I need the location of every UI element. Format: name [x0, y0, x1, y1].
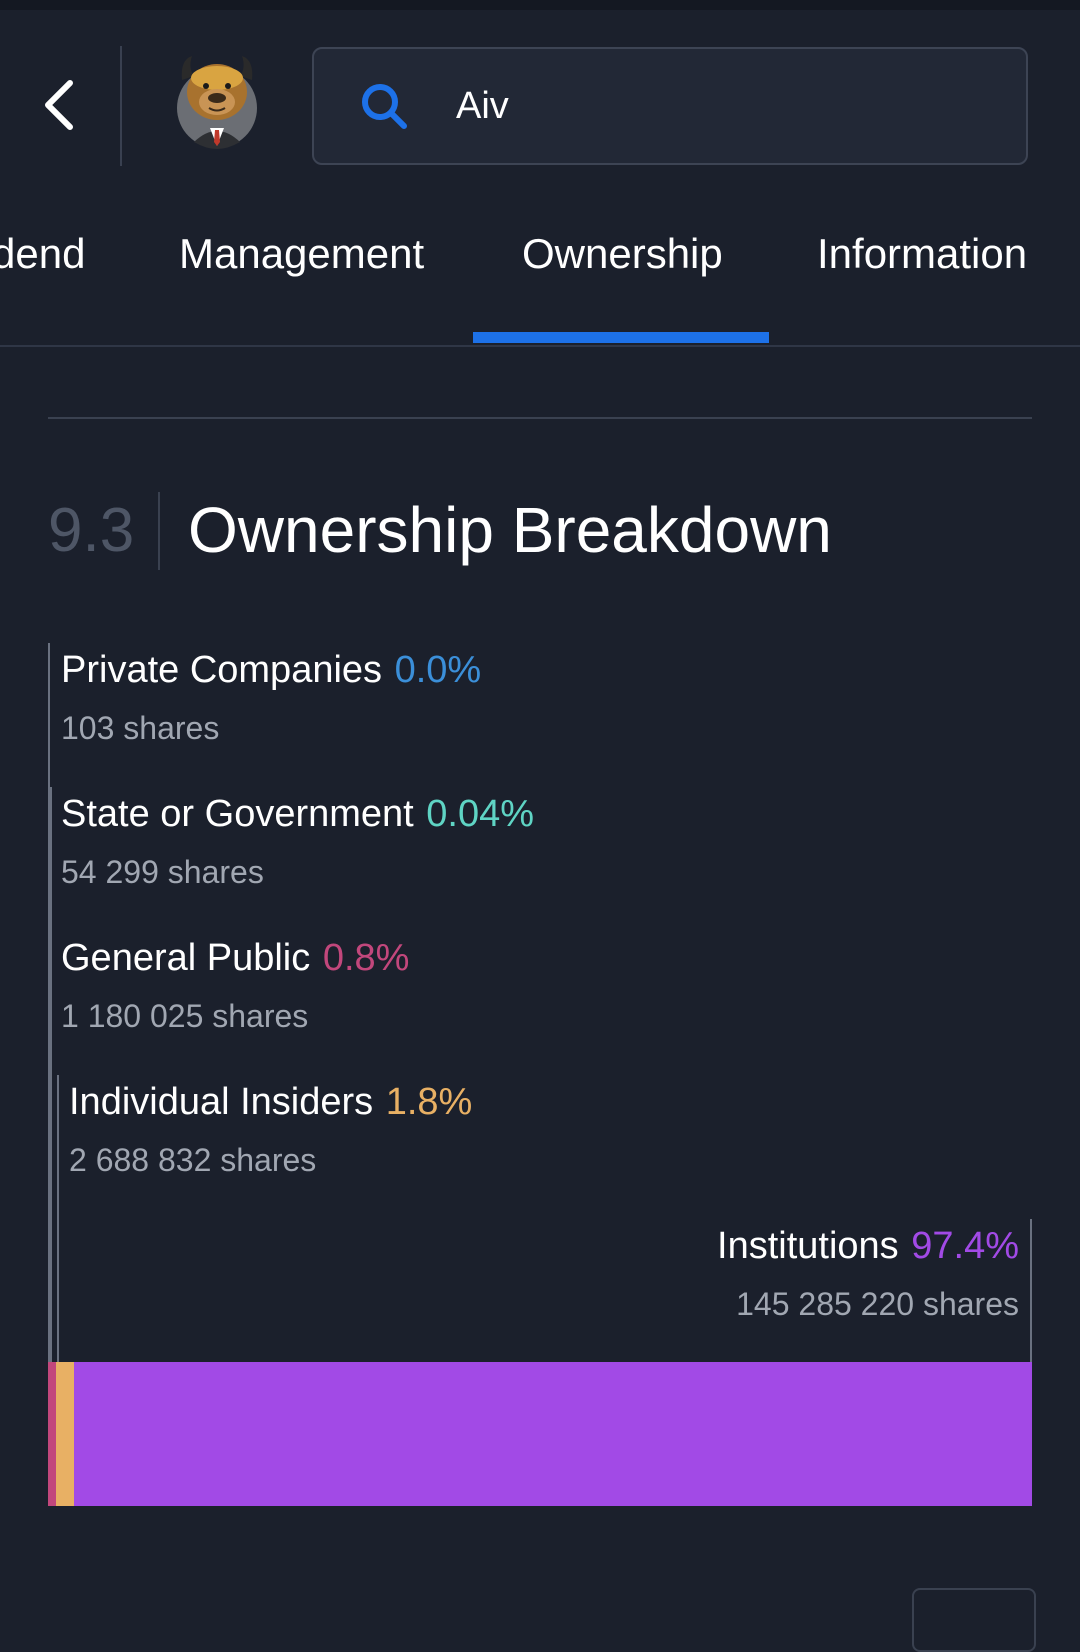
- leader-line-institutions: [1030, 1219, 1032, 1362]
- breakdown-shares: 103 shares: [61, 707, 481, 749]
- tab-information[interactable]: Information: [817, 230, 1027, 278]
- tab-dividend[interactable]: dend: [0, 230, 85, 278]
- bar-segment-general-public: [48, 1362, 56, 1506]
- active-tab-indicator: [473, 332, 769, 343]
- leader-line-individual-insiders: [57, 1075, 59, 1362]
- breakdown-name: General Public: [61, 937, 310, 979]
- bar-segment-individual-insiders: [56, 1362, 74, 1506]
- search-icon: [358, 80, 410, 132]
- breakdown-shares: 1 180 025 shares: [61, 995, 409, 1037]
- breakdown-name: Institutions: [717, 1225, 899, 1267]
- bull-mascot-avatar[interactable]: [172, 50, 262, 150]
- breakdown-name: State or Government: [61, 793, 414, 835]
- search-input[interactable]: [454, 84, 958, 129]
- breakdown-item-state-government: State or Government 0.04% 54 299 shares: [61, 789, 534, 893]
- bar-segment-institutions: [74, 1362, 1032, 1506]
- breakdown-item-private-companies: Private Companies 0.0% 103 shares: [61, 645, 481, 749]
- ownership-stacked-bar: [48, 1362, 1032, 1506]
- section-rule: [48, 417, 1032, 419]
- section-number: 9.3: [48, 495, 134, 566]
- section-title: Ownership Breakdown: [188, 493, 832, 567]
- back-button[interactable]: [30, 60, 90, 150]
- breakdown-item-institutions: Institutions 97.4% 145 285 220 shares: [717, 1221, 1019, 1325]
- chevron-left-icon: [40, 75, 80, 135]
- breakdown-shares: 145 285 220 shares: [717, 1283, 1019, 1325]
- breakdown-shares: 2 688 832 shares: [69, 1139, 472, 1181]
- tab-bar: dend Management Ownership Information: [0, 210, 1080, 347]
- more-button[interactable]: [912, 1588, 1036, 1652]
- leader-line-general-public: [49, 931, 51, 1362]
- breakdown-name: Private Companies: [61, 649, 382, 691]
- search-box[interactable]: [312, 47, 1028, 165]
- bull-mascot-icon: [172, 50, 262, 150]
- tab-management[interactable]: Management: [179, 230, 424, 278]
- breakdown-item-individual-insiders: Individual Insiders 1.8% 2 688 832 share…: [69, 1077, 472, 1181]
- breakdown-item-general-public: General Public 0.8% 1 180 025 shares: [61, 933, 409, 1037]
- breakdown-shares: 54 299 shares: [61, 851, 534, 893]
- breakdown-percent: 0.04%: [426, 793, 534, 835]
- breakdown-percent: 1.8%: [386, 1081, 473, 1123]
- header-divider: [120, 46, 122, 166]
- tab-ownership[interactable]: Ownership: [522, 230, 723, 278]
- breakdown-name: Individual Insiders: [69, 1081, 373, 1123]
- status-strip: [0, 0, 1080, 10]
- section-divider: [158, 492, 160, 570]
- breakdown-percent: 0.8%: [323, 937, 410, 979]
- breakdown-percent: 0.0%: [395, 649, 482, 691]
- breakdown-percent: 97.4%: [911, 1225, 1019, 1267]
